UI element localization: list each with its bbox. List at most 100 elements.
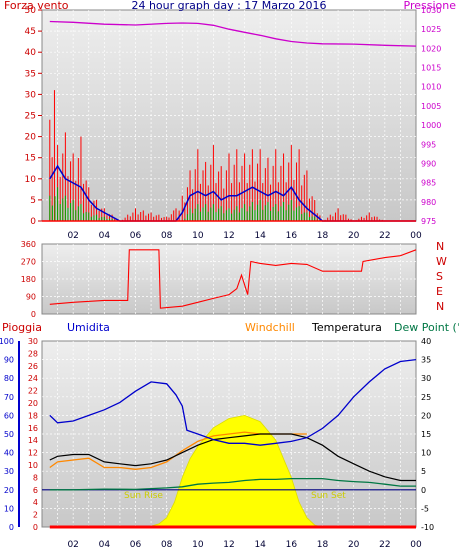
y-tick-label-left: 35 bbox=[25, 69, 36, 79]
x-tick-label: 16 bbox=[286, 231, 298, 241]
x-tick-label: 20 bbox=[348, 540, 360, 550]
y-tick-label-dir: 90 bbox=[26, 293, 36, 302]
y-tick-label-right: 1030 bbox=[421, 6, 441, 15]
x-tick-label: 08 bbox=[161, 231, 173, 241]
y-tick-label-pioggia: 6 bbox=[33, 486, 38, 495]
y-tick-label-right: 1000 bbox=[421, 121, 441, 130]
series-sun-area bbox=[147, 414, 323, 528]
y-tick-label-umidita: 80 bbox=[4, 374, 14, 383]
y-tick-label-umidita: 70 bbox=[4, 393, 14, 402]
y-tick-label-right: 980 bbox=[421, 198, 436, 207]
y-tick-label-temp: 5 bbox=[421, 467, 426, 476]
x-tick-label: 12 bbox=[223, 540, 234, 550]
y-tick-label-right: 1015 bbox=[421, 64, 441, 73]
series-wind-direction bbox=[49, 249, 417, 309]
y-tick-label-temp: 25 bbox=[421, 393, 431, 402]
y-tick-label-pioggia: 18 bbox=[28, 411, 38, 420]
series-umidita bbox=[49, 358, 417, 446]
y-tick-label-temp: 10 bbox=[421, 449, 431, 458]
series-temperatura bbox=[49, 433, 416, 482]
y-tick-label-left: 15 bbox=[25, 154, 36, 164]
annotation-sun-rise: Sun Rise bbox=[124, 491, 163, 501]
series-pressione bbox=[49, 20, 417, 47]
y-tick-label-pioggia: 0 bbox=[33, 523, 38, 532]
y-tick-label-umidita: 90 bbox=[4, 356, 14, 365]
y-tick-label-pioggia: 22 bbox=[28, 387, 38, 396]
y-tick-label-umidita: 40 bbox=[4, 449, 14, 458]
y-tick-label-pioggia: 28 bbox=[28, 349, 38, 358]
y-tick-label-right: 995 bbox=[421, 140, 436, 149]
x-tick-label: 12 bbox=[223, 231, 234, 241]
y-tick-label-umidita: 50 bbox=[4, 430, 14, 439]
y-tick-label-dir: 180 bbox=[21, 275, 36, 284]
y-tick-label-temp: 40 bbox=[421, 337, 431, 346]
legend-windchill: Windchill bbox=[245, 321, 295, 334]
compass-label: E bbox=[436, 285, 443, 298]
x-tick-label: 02 bbox=[67, 540, 78, 550]
y-tick-label-pioggia: 30 bbox=[28, 337, 38, 346]
compass-label: N bbox=[436, 240, 444, 253]
panel-3-series bbox=[42, 358, 417, 529]
y-tick-label-right: 1010 bbox=[421, 83, 441, 92]
x-tick-label: 00 bbox=[410, 540, 422, 550]
x-tick-label: 18 bbox=[317, 540, 329, 550]
x-tick-label: 16 bbox=[286, 540, 298, 550]
y-tick-label-dir: 0 bbox=[31, 310, 36, 319]
x-tick-label: 22 bbox=[379, 540, 390, 550]
series-dewpoint bbox=[49, 477, 416, 491]
y-tick-label-temp: 0 bbox=[421, 486, 426, 495]
x-tick-label: 20 bbox=[348, 231, 360, 241]
x-tick-label: 14 bbox=[254, 540, 266, 550]
panel-1-grid bbox=[42, 10, 416, 221]
y-tick-label-left: 30 bbox=[25, 90, 37, 100]
y-tick-label-pioggia: 24 bbox=[28, 374, 38, 383]
x-tick-label: 18 bbox=[317, 231, 329, 241]
y-tick-label-right: 1005 bbox=[421, 102, 441, 111]
series-vento-medio bbox=[49, 164, 416, 222]
y-tick-label-pioggia: 12 bbox=[28, 449, 38, 458]
y-tick-label-right: 975 bbox=[421, 217, 436, 226]
y-tick-label-left: 5 bbox=[30, 196, 36, 206]
panel-1-series bbox=[42, 20, 417, 222]
y-tick-label-pioggia: 20 bbox=[28, 399, 38, 408]
x-tick-label: 10 bbox=[192, 540, 204, 550]
chart-title: 24 hour graph day : 17 Marzo 2016 bbox=[131, 0, 326, 12]
y-tick-label-right: 1020 bbox=[421, 44, 441, 53]
annotation-sun-set: Sun Set bbox=[311, 491, 346, 501]
legend-pioggia: Pioggia bbox=[2, 321, 42, 334]
y-tick-label-right: 1025 bbox=[421, 25, 441, 34]
y-tick-label-left: 20 bbox=[25, 133, 37, 143]
y-tick-label-temp: 15 bbox=[421, 430, 431, 439]
x-tick-label: 04 bbox=[99, 231, 111, 241]
x-tick-label: 22 bbox=[379, 231, 390, 241]
y-tick-label-left: 0 bbox=[30, 217, 36, 227]
panel-3-ticks: 0102030405060708090100024681012141618202… bbox=[0, 337, 434, 550]
legend-temperatura: Temperatura bbox=[311, 321, 382, 334]
y-tick-label-pioggia: 2 bbox=[33, 511, 38, 520]
x-tick-label: 02 bbox=[67, 231, 78, 241]
y-tick-label-left: 25 bbox=[25, 112, 36, 122]
y-tick-label-right: 990 bbox=[421, 159, 436, 168]
x-tick-label: 06 bbox=[130, 540, 142, 550]
y-tick-label-temp: 30 bbox=[421, 374, 431, 383]
x-tick-label: 10 bbox=[192, 231, 204, 241]
y-tick-label-umidita: 30 bbox=[4, 467, 14, 476]
y-tick-label-pioggia: 4 bbox=[33, 498, 38, 507]
y-tick-label-temp: -5 bbox=[421, 504, 429, 513]
y-tick-label-pioggia: 8 bbox=[33, 473, 38, 482]
compass-label: N bbox=[436, 300, 444, 313]
y-tick-label-dir: 270 bbox=[21, 258, 36, 267]
x-tick-label: 08 bbox=[161, 540, 173, 550]
compass-label: W bbox=[436, 255, 447, 268]
x-tick-label: 14 bbox=[254, 231, 266, 241]
y-tick-label-temp: -10 bbox=[421, 523, 434, 532]
y-tick-label-left: 45 bbox=[25, 27, 36, 37]
compass-label: S bbox=[436, 270, 443, 283]
y-tick-label-left: 10 bbox=[25, 175, 37, 185]
y-tick-label-pioggia: 26 bbox=[28, 362, 38, 371]
y-tick-label-pioggia: 16 bbox=[28, 424, 38, 433]
panel-1-ticks: 0510152025303540455097598098599099510001… bbox=[25, 6, 442, 241]
y-tick-label-umidita: 0 bbox=[9, 523, 14, 532]
